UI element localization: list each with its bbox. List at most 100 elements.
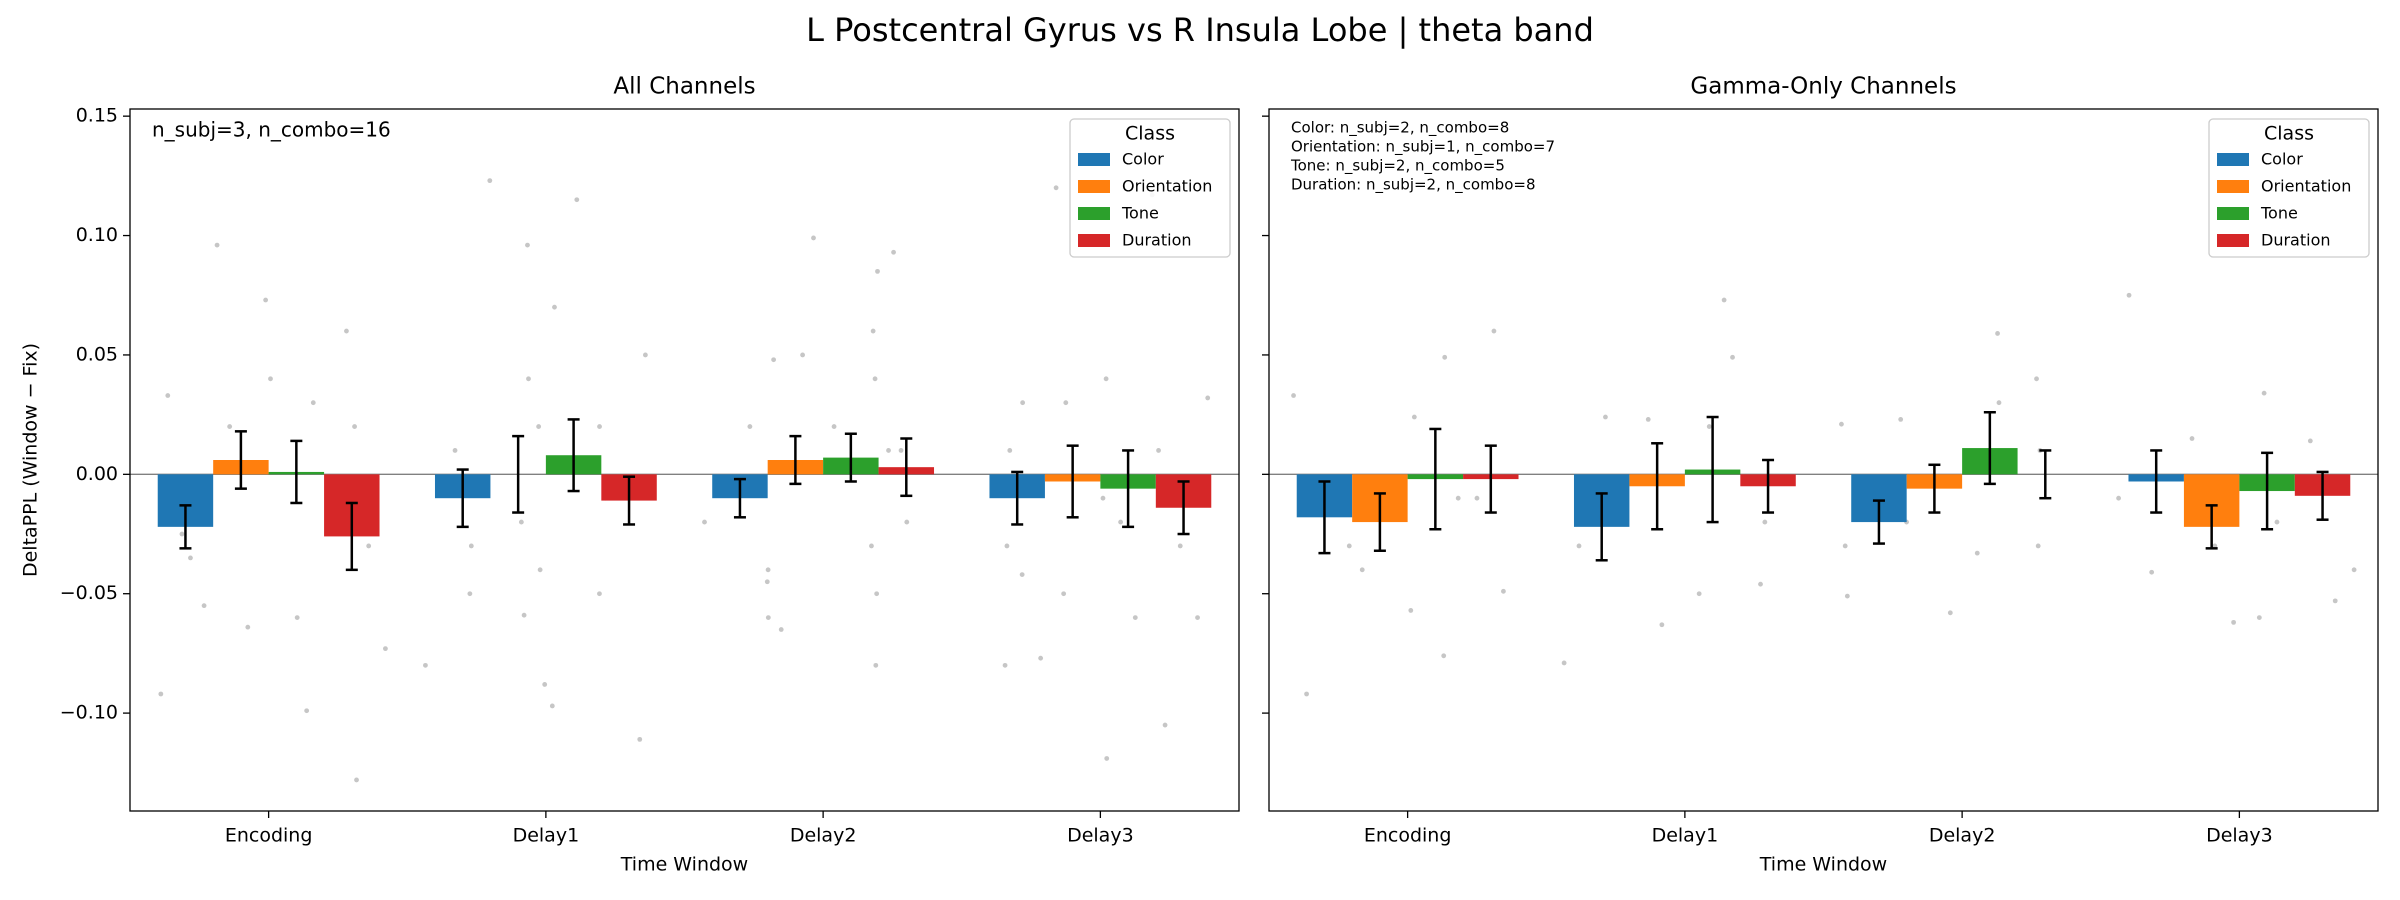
y-tick-label: 0.15 [76, 105, 118, 127]
data-point [642, 352, 648, 358]
data-point [1996, 400, 2002, 406]
data-point [383, 646, 388, 652]
data-point [1132, 615, 1138, 620]
data-point [1195, 615, 1200, 620]
data-point [188, 555, 193, 561]
data-point [765, 567, 771, 573]
data-point [366, 543, 372, 549]
data-point [1019, 572, 1025, 578]
data-point [869, 543, 874, 549]
data-point [904, 519, 910, 525]
data-point [2351, 567, 2357, 573]
data-point [1995, 331, 2000, 336]
data-point [747, 424, 753, 429]
data-point [597, 591, 602, 597]
data-point [2116, 495, 2121, 501]
data-point [1007, 448, 1013, 453]
data-point [158, 691, 164, 697]
data-point [1020, 400, 1026, 406]
legend-label: Color [2261, 150, 2303, 169]
data-point [898, 448, 904, 453]
data-point [452, 448, 458, 453]
data-point [542, 682, 548, 687]
data-point [873, 662, 879, 668]
data-point [1730, 354, 1735, 360]
figure-title: L Postcentral Gyrus vs R Insula Lobe | t… [806, 11, 1594, 49]
data-point [2307, 438, 2313, 444]
data-point [1696, 591, 1702, 597]
data-point [2231, 619, 2237, 625]
data-point [1474, 495, 1480, 501]
data-point [1408, 608, 1414, 613]
data-point [1659, 622, 1665, 628]
data-point [344, 328, 349, 334]
data-point [811, 235, 816, 241]
data-point [2035, 543, 2041, 549]
axes-frame [129, 108, 1240, 812]
data-point [2034, 376, 2039, 382]
data-point [1645, 417, 1651, 422]
data-point [1442, 354, 1448, 360]
legend-label: Duration [2261, 231, 2331, 250]
data-point [771, 357, 777, 363]
panel-title: Gamma-Only Channels [1690, 74, 1956, 100]
data-point [1053, 185, 1059, 191]
data-point [1061, 591, 1067, 597]
data-point [1455, 495, 1461, 501]
data-point [521, 612, 527, 618]
data-point [872, 376, 878, 382]
data-point [2126, 292, 2132, 298]
data-point [1576, 543, 1582, 549]
y-tick-label: −0.05 [60, 582, 118, 604]
x-axis-label: Time Window [1759, 854, 1887, 876]
data-point [1603, 414, 1608, 420]
data-point [1411, 414, 1417, 420]
annotation: Orientation: n_subj=1, n_combo=7 [1291, 138, 1555, 157]
data-point [1104, 756, 1110, 761]
data-point [179, 531, 185, 537]
x-tick-label: Delay3 [1067, 825, 1134, 847]
data-point [1721, 297, 1727, 303]
x-tick-label: Delay2 [1929, 825, 1996, 847]
data-point [352, 424, 357, 429]
data-point [2189, 436, 2195, 441]
x-tick-label: Delay2 [790, 825, 857, 847]
data-point [1118, 519, 1124, 525]
data-point [1898, 417, 1904, 422]
data-point [245, 624, 251, 630]
legend-label: Orientation [2261, 177, 2351, 196]
data-point [263, 297, 269, 303]
data-point [423, 662, 428, 668]
data-point [1441, 653, 1447, 659]
data-point [536, 424, 542, 429]
data-point [354, 777, 359, 783]
data-point [870, 328, 876, 334]
data-point [2149, 569, 2155, 575]
data-point [214, 242, 220, 248]
y-axis-label: DeltaPPL (Window − Fix) [20, 343, 42, 577]
y-tick-label: 0.00 [76, 463, 118, 485]
data-point [800, 352, 805, 358]
data-point [549, 703, 555, 709]
data-point [875, 268, 880, 274]
annotation: Duration: n_subj=2, n_combo=8 [1291, 176, 1536, 195]
data-point [552, 304, 557, 310]
legend-label: Tone [2260, 204, 2298, 223]
data-point [637, 736, 643, 742]
panel-title: All Channels [613, 74, 755, 100]
data-point [874, 591, 880, 597]
data-point [886, 448, 891, 453]
y-tick-label: 0.05 [76, 343, 118, 365]
data-point [831, 424, 837, 429]
axes-frame [1268, 108, 2379, 812]
data-point [1304, 691, 1309, 697]
annotation: n_subj=3, n_combo=16 [152, 118, 391, 142]
legend-swatch [1078, 180, 1110, 193]
data-point [294, 615, 300, 620]
data-point [227, 424, 233, 429]
x-tick-label: Encoding [225, 825, 313, 847]
x-tick-label: Delay1 [1652, 825, 1719, 847]
annotation: Color: n_subj=2, n_combo=8 [1291, 119, 1509, 138]
data-point [702, 519, 707, 525]
